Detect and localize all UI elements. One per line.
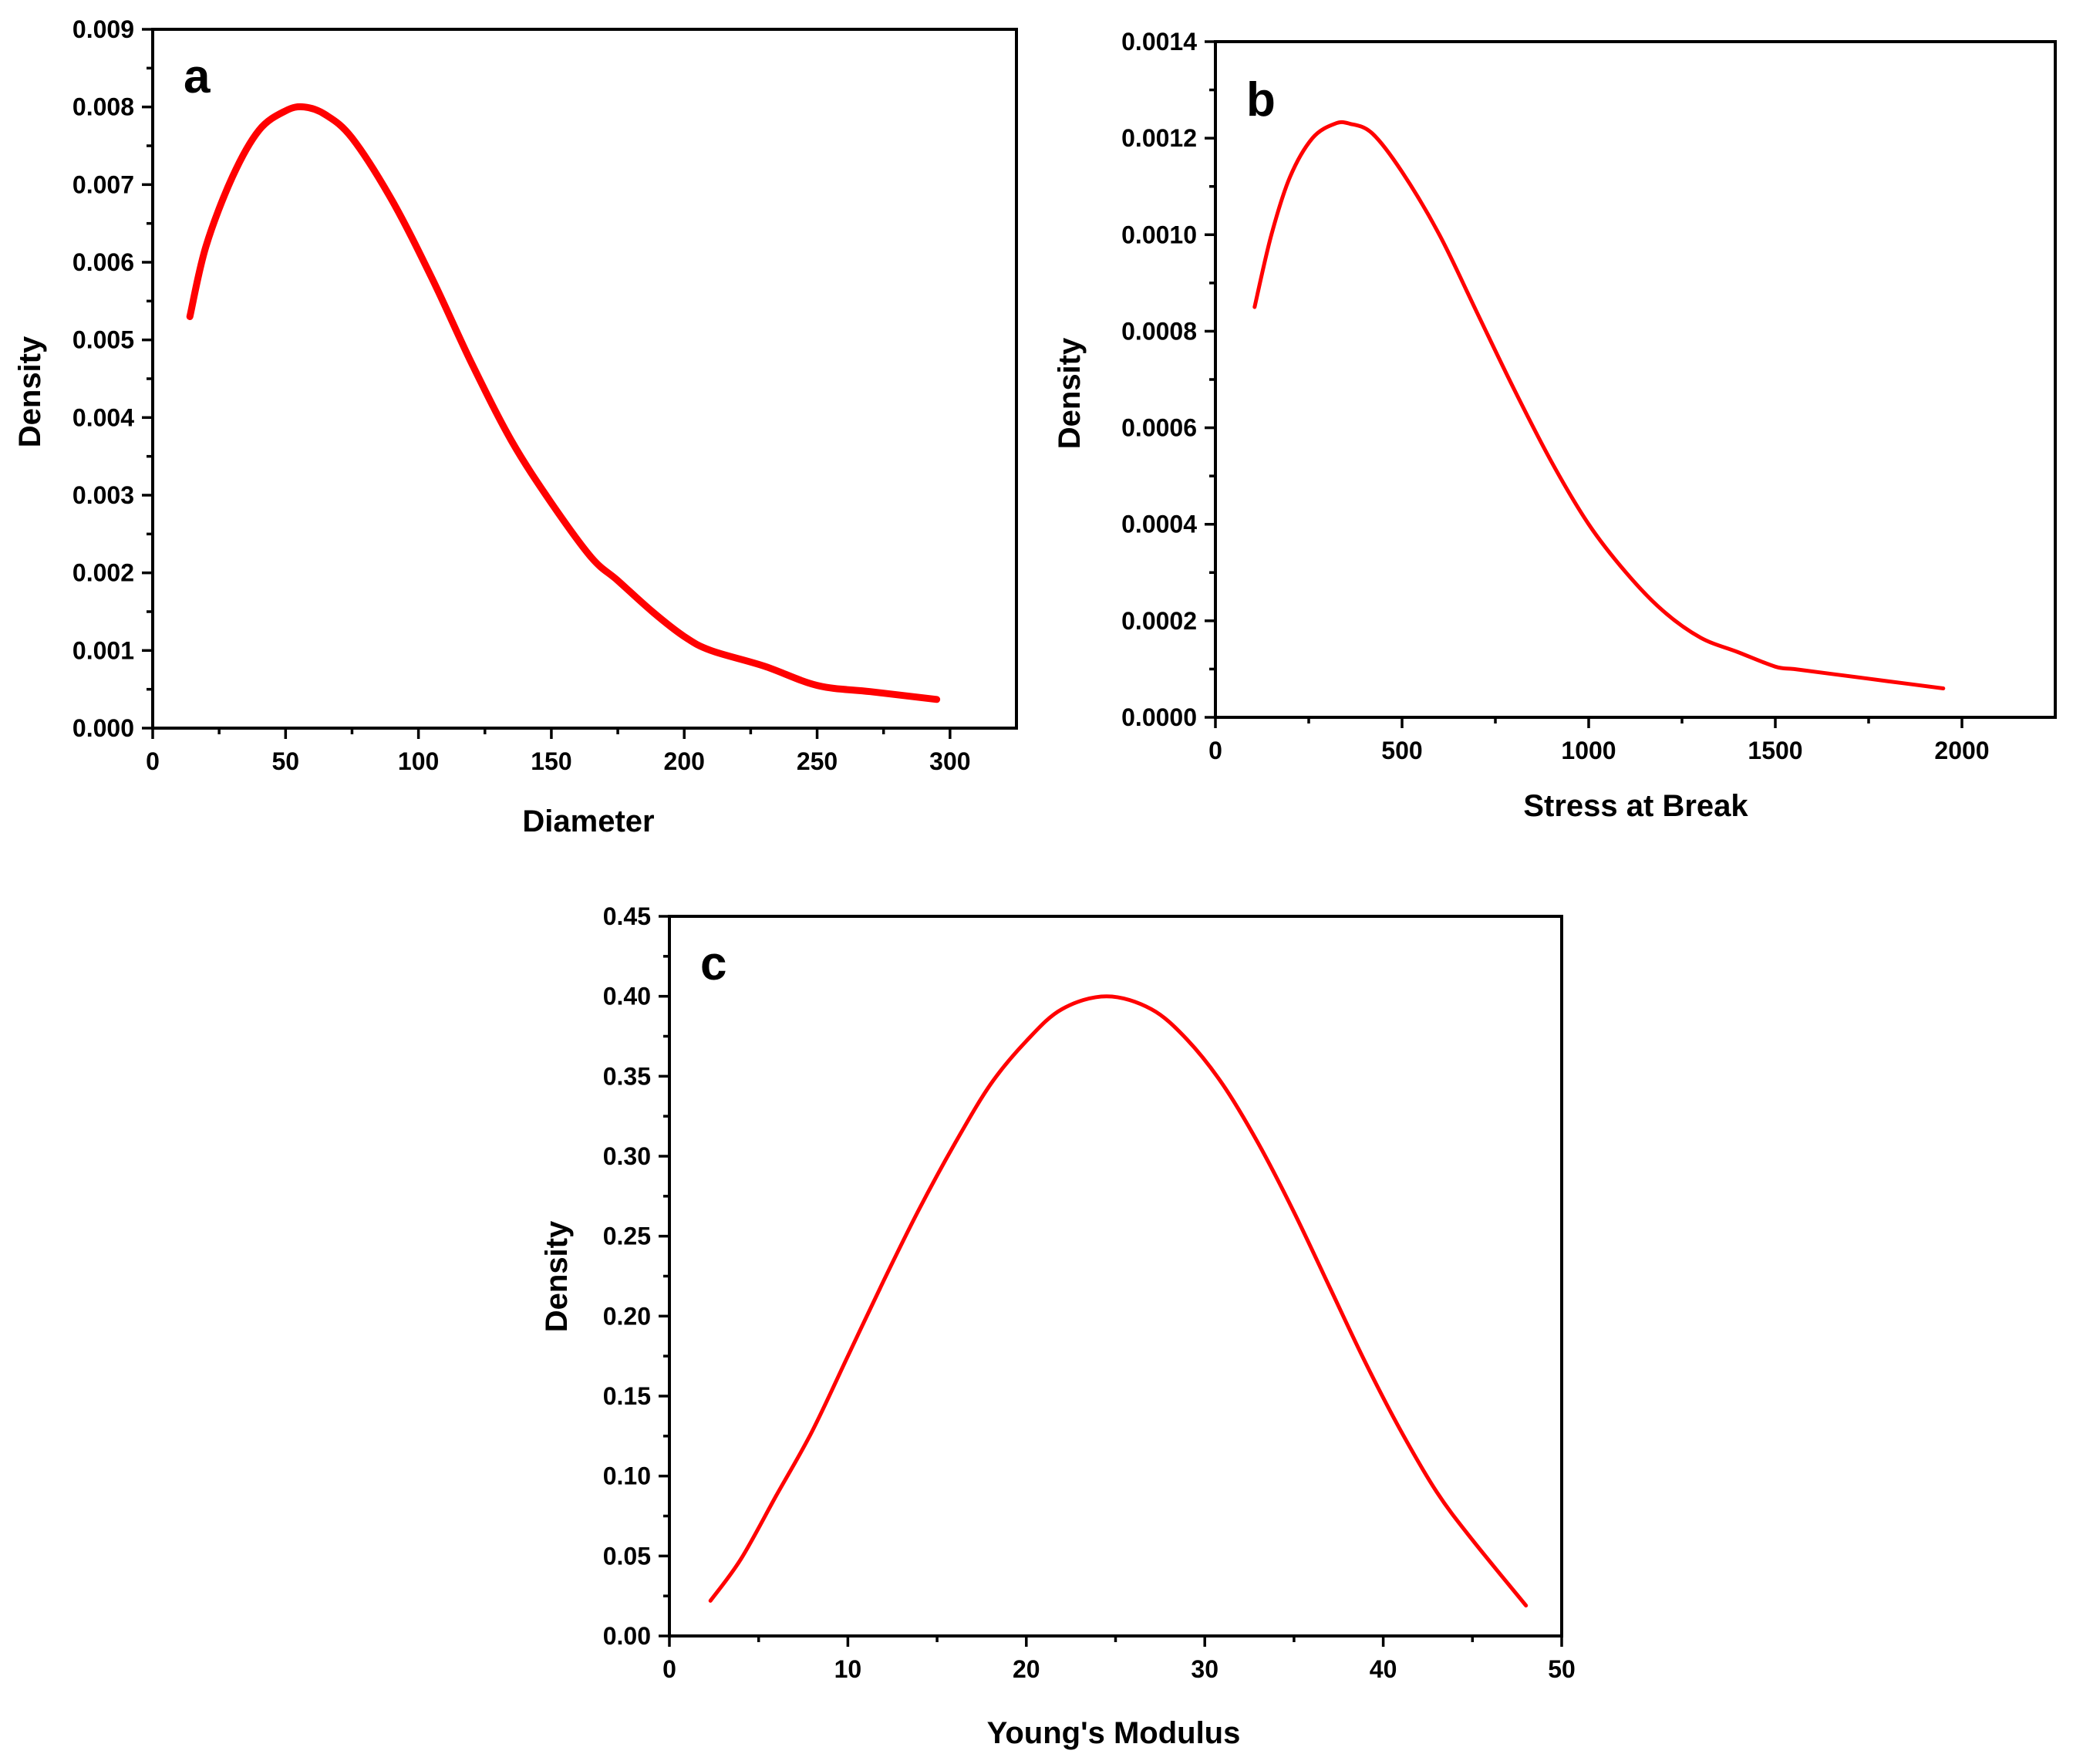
panel-b-x-tick-label: 1500 — [1748, 737, 1802, 764]
panel-c-x-tick-label: 50 — [1548, 1655, 1576, 1683]
panel-a-y-tick-label: 0.001 — [72, 636, 134, 664]
panel-c-y-tick-label: 0.30 — [603, 1142, 651, 1170]
panel-c-y-tick-label: 0.15 — [603, 1382, 651, 1410]
panel-a-y-tick-label: 0.000 — [72, 714, 134, 742]
panel-b-x-tick-label: 500 — [1381, 737, 1422, 764]
panel-b-y-tick-label: 0.0000 — [1121, 703, 1197, 731]
panel-c-y-tick-label: 0.05 — [603, 1542, 651, 1570]
panel-a-y-axis-title: Density — [13, 336, 47, 447]
panel-a-y-tick-label: 0.005 — [72, 326, 134, 354]
panel-c-x-tick-label: 40 — [1370, 1655, 1397, 1683]
panel-c-label: c — [700, 937, 726, 990]
panel-c-y-axis-title: Density — [540, 1220, 574, 1332]
panel-a-x-axis-title: Diameter — [522, 804, 654, 838]
panel-b-y-tick-label: 0.0006 — [1121, 414, 1197, 442]
panel-b-y-tick-label: 0.0010 — [1121, 221, 1197, 248]
panel-b-x-tick-label: 0 — [1208, 737, 1222, 764]
panel-c-y-tick-label: 0.10 — [603, 1462, 651, 1490]
panel-a-y-tick-label: 0.002 — [72, 559, 134, 587]
panel-c-y-tick-label: 0.20 — [603, 1302, 651, 1330]
panel-b-density-curve — [1252, 120, 1946, 690]
panel-b-y-tick-label: 0.0008 — [1121, 317, 1197, 345]
panel-b-y-tick-label: 0.0002 — [1121, 607, 1197, 635]
panel-b-x-axis-title: Stress at Break — [1523, 789, 1748, 823]
panel-b-x-tick-label: 1000 — [1561, 737, 1616, 764]
panel-a-y-tick-label: 0.009 — [72, 15, 134, 43]
panel-a: a Diameter Density 0 50 100 150 200 250 300 0.0… — [13, 15, 1018, 838]
panel-b-y-tick-label: 0.0012 — [1121, 124, 1197, 152]
panel-a-density-curve — [186, 103, 941, 703]
panel-a-x-tick-label: 100 — [398, 747, 439, 775]
panel-c-y-tick-label: 0.45 — [603, 902, 651, 930]
panel-c-x-tick-label: 20 — [1013, 1655, 1040, 1683]
panel-c-y-tick-label: 0.00 — [603, 1622, 651, 1650]
panel-a-y-tick-label: 0.006 — [72, 248, 134, 276]
panel-c-y-tick-label: 0.40 — [603, 983, 651, 1010]
panel-a-x-tick-label: 200 — [664, 747, 705, 775]
panel-a-y-tick-label: 0.003 — [72, 481, 134, 509]
panel-a-x-tick-label: 300 — [929, 747, 970, 775]
panel-a-label: a — [184, 50, 211, 103]
panel-b-y-tick-label: 0.0004 — [1121, 511, 1197, 538]
panel-a-y-tick-label: 0.007 — [72, 170, 134, 198]
panel-a-x-tick-label: 150 — [531, 747, 571, 775]
panel-b-y-tick-label: 0.0014 — [1121, 28, 1197, 56]
panel-a-y-tick-label: 0.004 — [72, 403, 134, 431]
panel-a-x-tick-label: 0 — [146, 747, 160, 775]
panel-c-y-tick-label: 0.25 — [603, 1223, 651, 1250]
panel-b-x-tick-label: 2000 — [1934, 737, 1989, 764]
panel-c-x-tick-label: 0 — [662, 1655, 676, 1683]
panel-c-x-tick-label: 30 — [1191, 1655, 1219, 1683]
panel-a-y-tick-label: 0.008 — [72, 93, 134, 121]
panel-c-x-axis-title: Young's Modulus — [987, 1716, 1241, 1750]
panel-c-y-tick-label: 0.35 — [603, 1062, 651, 1090]
panel-b-y-axis-title: Density — [1053, 337, 1087, 449]
panel-b-label: b — [1246, 73, 1276, 126]
panel-a-x-tick-label: 50 — [272, 747, 300, 775]
panel-c-density-curve — [708, 994, 1529, 1608]
panel-b: b Stress at Break Density 0 500 1000 1500 20… — [1053, 28, 2057, 823]
panel-c: c Young's Modulus Density 0 10 20 30 40 50 0.0… — [540, 902, 1576, 1750]
panel-c-x-tick-label: 10 — [834, 1655, 862, 1683]
panel-a-x-tick-label: 250 — [797, 747, 838, 775]
